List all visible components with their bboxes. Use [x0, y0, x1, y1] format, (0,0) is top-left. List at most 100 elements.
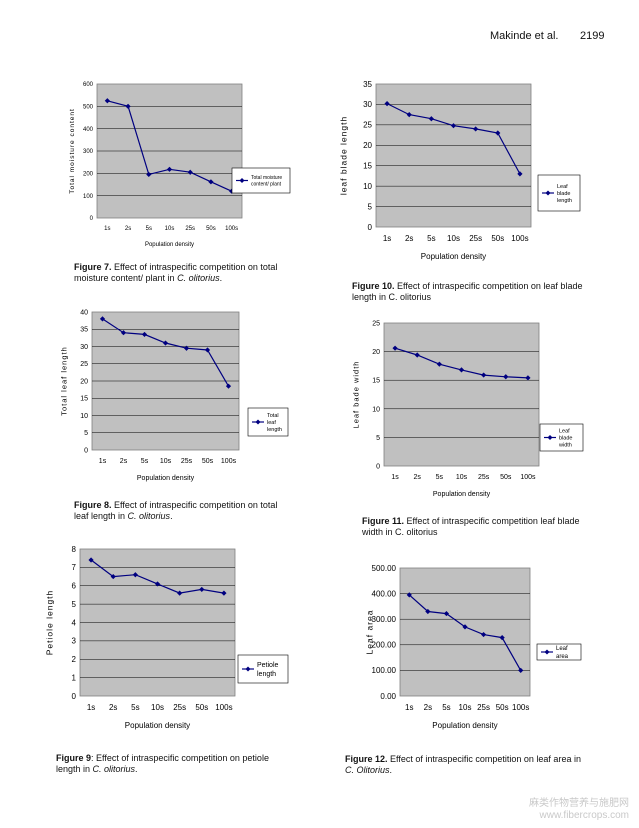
y-tick-label: 400 [83, 127, 94, 133]
x-tick-label: 2s [424, 703, 432, 712]
data-point [462, 624, 468, 630]
x-tick-label: 1s [391, 474, 399, 481]
y-tick-label: 600 [83, 82, 94, 88]
x-axis-title: Population density [137, 475, 195, 482]
y-tick-label: 6 [72, 582, 77, 591]
y-tick-label: 0 [368, 223, 373, 232]
y-tick-label: 500.00 [372, 564, 397, 573]
y-tick-label: 2 [72, 655, 77, 664]
y-tick-label: 400.00 [372, 589, 397, 598]
x-tick-label: 10s [459, 703, 472, 712]
x-tick-label: 5s [442, 703, 450, 712]
x-tick-label: 5s [141, 458, 149, 465]
chart-svg: 0.00 100.00 200.00 300.00 400.00 500.00 1s 2s 5s… [364, 564, 582, 730]
x-tick-label: 25s [181, 458, 193, 465]
legend-label: Total moisture content/ plant [251, 175, 282, 188]
y-tick-label: 0 [84, 447, 88, 454]
legend-box [537, 174, 581, 212]
y-tick-label: 100 [83, 194, 94, 200]
x-tick-label: 50s [206, 226, 216, 232]
y-tick-label: 10 [363, 182, 372, 191]
y-tick-label: 40 [80, 309, 88, 316]
legend-box [536, 643, 582, 661]
chart-svg: 0 1 2 3 4 5 6 7 8 1s 2s 5s 10s 25s 50s 100s Population d… [44, 545, 289, 730]
y-axis-title: Leaf bade width [352, 361, 361, 429]
x-tick-label: 1s [99, 458, 107, 465]
x-tick-label: 25s [478, 474, 490, 481]
y-tick-label: 1 [72, 673, 77, 682]
y-tick-label: 0 [90, 216, 94, 222]
figure-11-caption: Figure 11. Effect of intraspecific compe… [362, 516, 580, 537]
data-point [450, 123, 457, 129]
figure-7-chart: 0 100 200 300 400 500 600 1s 2s 5s 10s 25s 50s 100s Po… [69, 78, 297, 253]
x-tick-label: 2s [125, 226, 131, 232]
y-tick-label: 3 [72, 637, 77, 646]
x-tick-label: 25s [173, 703, 186, 712]
x-tick-label: 50s [500, 474, 512, 481]
y-tick-label: 0 [376, 463, 380, 470]
data-point [187, 169, 193, 175]
x-tick-label: 25s [469, 234, 482, 243]
x-tick-label: 1s [104, 226, 110, 232]
y-tick-label: 5 [84, 430, 88, 437]
x-tick-label: 1s [87, 703, 95, 712]
x-tick-label: 100s [512, 703, 529, 712]
y-tick-label: 0 [72, 692, 77, 701]
data-point [104, 98, 110, 104]
x-tick-label: 2s [405, 234, 413, 243]
figure-8-caption: Figure 8. Effect of intraspecific compet… [74, 500, 278, 521]
watermark-line-2: www.fibercrops.com [539, 810, 629, 821]
figure-12-chart: 0.00 100.00 200.00 300.00 400.00 500.00 1s 2s 5s… [355, 560, 590, 745]
x-tick-label: 100s [520, 474, 536, 481]
legend-label: Leaf blade width [558, 428, 572, 448]
x-tick-label: 5s [436, 474, 444, 481]
legend-marker [239, 178, 245, 183]
x-tick-label: 2s [414, 474, 422, 481]
y-tick-label: 200.00 [372, 641, 397, 650]
y-axis-title: leaf blade length [338, 116, 348, 195]
figure-11-chart: 0 5 10 15 20 25 1s 2s 5s 10s 25s 50s 100s Population … [352, 318, 585, 508]
x-tick-label: 50s [496, 703, 509, 712]
figure-7-caption: Figure 7. Effect of intraspecific compet… [74, 262, 278, 283]
data-point [443, 610, 450, 617]
data-point [199, 586, 205, 593]
y-tick-label: 4 [72, 618, 77, 627]
y-tick-label: 8 [72, 545, 77, 554]
plot-area [375, 83, 532, 228]
chart-svg: 0 5 10 15 20 25 30 35 40 1s 2s 5s 10s 25s 50s 100s Popul… [60, 309, 289, 482]
y-tick-label: 30 [80, 344, 88, 351]
y-tick-label: 35 [80, 327, 88, 334]
y-tick-label: 10 [372, 406, 380, 413]
y-tick-label: 300.00 [372, 615, 397, 624]
y-tick-label: 300 [83, 149, 94, 155]
x-tick-label: 25s [185, 226, 195, 232]
legend-marker [245, 666, 251, 672]
x-tick-label: 10s [447, 234, 460, 243]
chart-svg: 0 5 10 15 20 25 30 35 1s 2s 5s 10s 25s 50s 100s Populat… [338, 80, 581, 261]
x-tick-label: 2s [120, 458, 128, 465]
x-tick-label: 100s [511, 234, 528, 243]
y-tick-label: 25 [80, 361, 88, 368]
x-tick-label: 5s [131, 703, 139, 712]
y-tick-label: 10 [80, 413, 88, 420]
legend-label: Leaf blade length [557, 184, 572, 204]
figure-12-caption: Figure 12. Effect of intraspecific compe… [345, 754, 581, 775]
figure-10-chart: 0 5 10 15 20 25 30 35 1s 2s 5s 10s 25s 50s 100s Populat… [338, 80, 585, 270]
y-tick-label: 100.00 [372, 666, 397, 675]
x-tick-label: 10s [456, 474, 468, 481]
x-axis-title: Population density [433, 491, 491, 498]
legend-marker [255, 419, 261, 425]
legend-label: Petiole length [257, 662, 279, 678]
y-tick-label: 0.00 [380, 692, 396, 701]
data-point [503, 374, 509, 380]
y-tick-label: 15 [80, 396, 88, 403]
y-tick-label: 25 [372, 320, 380, 327]
y-tick-label: 7 [72, 563, 77, 572]
legend-label: Leaf area [556, 646, 569, 660]
data-point [125, 103, 131, 109]
running-header-authors: Makinde et al. [490, 30, 559, 42]
y-axis-title: Petiole length [44, 590, 54, 656]
figure-9-caption: Figure 9: Effect of intraspecific compet… [56, 753, 269, 774]
data-point [495, 130, 501, 136]
x-tick-label: 50s [491, 234, 504, 243]
